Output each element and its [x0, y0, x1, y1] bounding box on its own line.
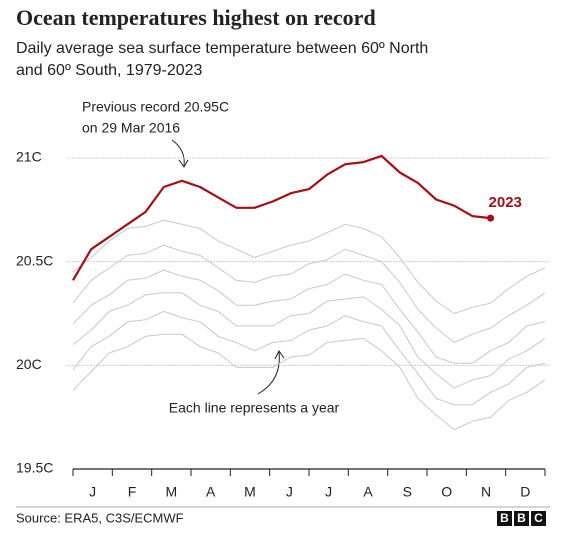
- logo-box: [531, 511, 546, 526]
- x-tick-label: D: [520, 484, 530, 500]
- x-tick-label: J: [89, 484, 96, 500]
- x-tick-label: M: [165, 484, 177, 500]
- year-line: [72, 292, 546, 389]
- annotation: Each line represents a year: [169, 400, 340, 416]
- annotation: on 29 Mar 2016: [82, 120, 180, 136]
- logo-letter: B: [517, 511, 526, 525]
- logo-box: [514, 511, 529, 526]
- y-tick-label: 20.5C: [16, 252, 53, 268]
- y-tick-label: 19.5C: [16, 460, 53, 476]
- year-line: [72, 333, 546, 431]
- x-tick-label: S: [403, 484, 412, 500]
- year-line: [72, 219, 546, 314]
- end-point: [487, 214, 495, 222]
- logo-letter: C: [534, 511, 543, 525]
- annotation-arrowhead: [178, 159, 189, 168]
- annotation-arrowhead: [274, 350, 285, 360]
- chart-title: Ocean temperatures highest on record: [16, 5, 376, 30]
- chart-subtitle: Daily average sea surface temperature be…: [16, 40, 428, 57]
- year-line: [72, 244, 546, 343]
- chart-subtitle: and 60º South, 1979-2023: [16, 62, 203, 79]
- series-label: 2023: [489, 194, 522, 211]
- x-tick-label: A: [206, 484, 216, 500]
- highlight-line: [72, 154, 491, 281]
- x-tick-label: N: [481, 484, 491, 500]
- logo-box: [497, 511, 512, 526]
- x-tick-label: J: [286, 484, 293, 500]
- x-tick-label: A: [363, 484, 373, 500]
- logo-letter: B: [500, 511, 509, 525]
- y-tick-label: 21C: [16, 149, 42, 165]
- source: Source: ERA5, C3S/ECMWF: [16, 510, 184, 525]
- annotation-arrow: [171, 139, 185, 167]
- x-tick-label: M: [244, 484, 256, 500]
- annotation: Previous record 20.95C: [82, 99, 229, 115]
- x-tick-label: F: [128, 484, 137, 500]
- year-line: [72, 310, 546, 406]
- annotation-arrow: [257, 351, 280, 395]
- x-tick-label: J: [325, 484, 332, 500]
- x-tick-label: O: [441, 484, 452, 500]
- y-tick-label: 20C: [16, 356, 42, 372]
- year-line: [72, 269, 546, 364]
